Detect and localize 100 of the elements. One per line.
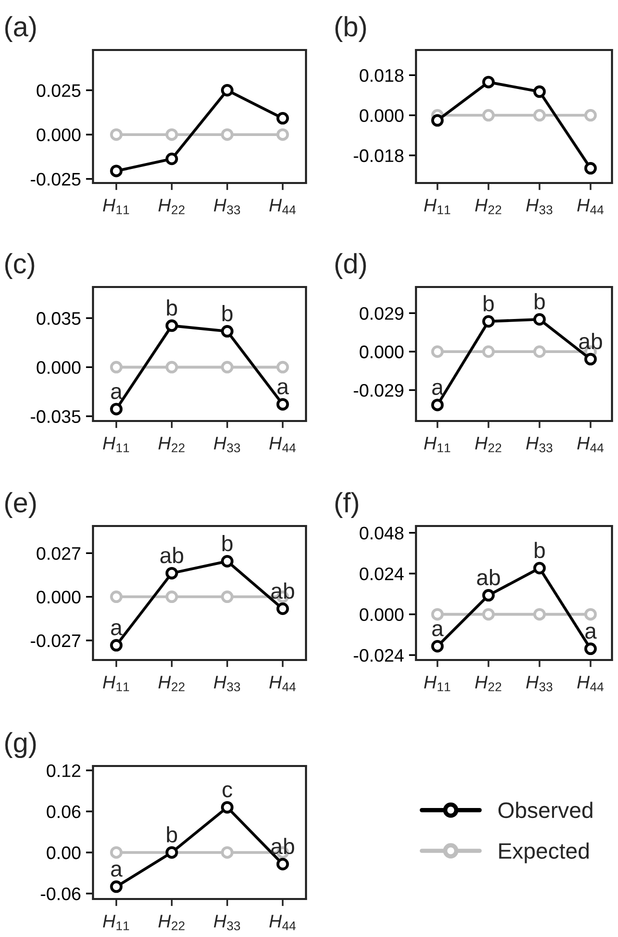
x-tick-label: H$_{44}$ xyxy=(269,436,296,452)
x-tick-label: H$_{33}$ xyxy=(214,914,240,930)
x-tick-label: H$_{44}$ xyxy=(269,676,296,692)
point xyxy=(482,109,495,122)
y-tick-label: -0.035 xyxy=(30,410,80,423)
x-tick-label: H$_{33}$ xyxy=(526,676,552,692)
chart-title: (e) xyxy=(5,492,36,518)
point xyxy=(584,642,597,656)
point xyxy=(276,360,289,374)
point xyxy=(584,162,597,175)
point xyxy=(110,164,123,178)
point xyxy=(220,590,234,604)
annotation: b xyxy=(222,305,232,322)
annotation: ab xyxy=(271,582,294,599)
y-tick-label: 0.000 xyxy=(360,109,404,122)
point xyxy=(166,319,178,332)
point xyxy=(166,128,178,141)
y-tick-label: -0.024 xyxy=(354,649,404,662)
point xyxy=(110,360,123,374)
x-tick-label: H$_{22}$ xyxy=(475,676,502,692)
y-tick-label: 0.027 xyxy=(36,547,80,560)
point xyxy=(533,109,546,122)
x-tick-label: H$_{22}$ xyxy=(158,436,184,452)
y-tick-label: 0.000 xyxy=(360,346,404,358)
point xyxy=(482,589,495,602)
x-tick-label: H$_{11}$ xyxy=(424,676,450,692)
x-tick-label: H$_{44}$ xyxy=(269,914,296,930)
point xyxy=(166,152,178,166)
point xyxy=(220,846,234,859)
y-tick-label: 0.035 xyxy=(36,312,80,325)
point xyxy=(276,602,289,616)
point xyxy=(276,112,289,125)
y-tick-label: -0.027 xyxy=(30,634,80,648)
x-tick-label: H$_{44}$ xyxy=(269,198,296,214)
point xyxy=(110,846,123,859)
y-tick-label: 0.00 xyxy=(46,846,80,860)
annotation: b xyxy=(484,295,494,312)
point xyxy=(584,608,597,621)
x-tick-label: H$_{44}$ xyxy=(577,198,604,214)
x-tick-label: H$_{22}$ xyxy=(158,914,184,930)
annotation: b xyxy=(222,534,232,552)
point xyxy=(482,345,495,358)
legend-label: Observed xyxy=(498,802,592,818)
point xyxy=(482,608,495,621)
point xyxy=(431,398,444,412)
annotation: ab xyxy=(477,569,500,586)
x-tick-label: H$_{11}$ xyxy=(424,436,450,452)
point xyxy=(276,128,289,141)
y-tick-label: 0.029 xyxy=(360,307,404,320)
point xyxy=(533,85,546,98)
point xyxy=(110,639,123,652)
point xyxy=(584,109,597,122)
point xyxy=(166,360,178,374)
annotation: a xyxy=(111,386,122,400)
chart-title: (d) xyxy=(335,253,366,279)
y-tick-label: 0.000 xyxy=(36,590,80,604)
chart-title: (c) xyxy=(5,253,34,279)
annotation: a xyxy=(111,864,122,877)
x-tick-label: H$_{44}$ xyxy=(577,676,604,692)
legend-label: Expected xyxy=(499,842,589,864)
x-tick-label: H$_{33}$ xyxy=(214,436,240,452)
point xyxy=(220,84,234,97)
annotation: b xyxy=(167,299,178,316)
x-tick-label: H$_{33}$ xyxy=(214,198,240,214)
y-tick-label: -0.06 xyxy=(40,887,80,900)
chart-title: (b) xyxy=(335,16,366,42)
y-tick-label: 0.018 xyxy=(360,69,404,82)
y-tick-label: -0.025 xyxy=(30,172,80,186)
point xyxy=(220,554,234,568)
point xyxy=(584,352,597,366)
annotation: a xyxy=(432,624,444,636)
point xyxy=(166,566,178,580)
point xyxy=(431,345,444,358)
x-tick-label: H$_{11}$ xyxy=(102,914,130,930)
point xyxy=(220,801,234,814)
annotation: a xyxy=(111,623,122,636)
y-tick-label: 0.000 xyxy=(36,361,80,374)
x-tick-label: H$_{22}$ xyxy=(158,198,184,214)
point xyxy=(220,360,234,374)
y-tick-label: 0.000 xyxy=(36,128,80,142)
point xyxy=(431,608,444,621)
annotation: b xyxy=(167,826,178,843)
annotation: ab xyxy=(271,838,294,854)
x-tick-label: H$_{33}$ xyxy=(526,198,552,214)
y-tick-label: 0.024 xyxy=(360,567,404,580)
x-tick-label: H$_{33}$ xyxy=(214,676,240,692)
annotation: a xyxy=(432,382,444,395)
point xyxy=(220,128,234,141)
chart-title: (g) xyxy=(5,732,36,758)
annotation: a xyxy=(585,626,597,639)
point xyxy=(276,398,289,411)
x-tick-label: H$_{22}$ xyxy=(475,198,502,214)
x-tick-label: H$_{44}$ xyxy=(577,436,604,452)
point xyxy=(110,402,123,416)
y-tick-label: 0.048 xyxy=(360,526,404,540)
point xyxy=(482,76,495,88)
y-tick-label: 0.025 xyxy=(36,84,80,97)
annotation: ab xyxy=(579,332,602,350)
x-tick-label: H$_{33}$ xyxy=(526,436,552,452)
point xyxy=(276,858,289,870)
